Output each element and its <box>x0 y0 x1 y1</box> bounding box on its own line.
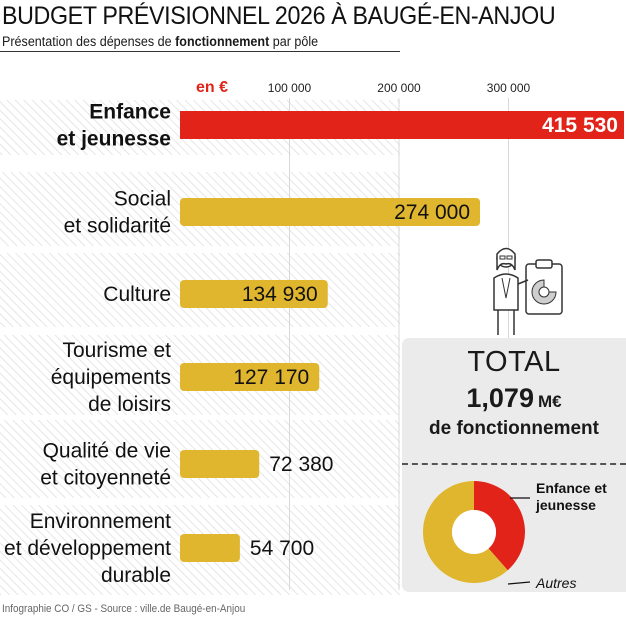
subtitle-text-bold: fonctionnement <box>175 34 270 49</box>
donut-hole <box>452 510 496 554</box>
bar-value-label: 72 380 <box>269 453 333 476</box>
bar-value-label: 54 700 <box>250 537 314 560</box>
legend-highlight-line1: Enfance et <box>536 480 607 496</box>
category-label: Tourisme et <box>62 339 171 362</box>
total-caption: de fonctionnement <box>429 418 599 439</box>
legend-other: Autres <box>535 575 576 591</box>
bar-value-label: 274 000 <box>394 201 470 224</box>
bar <box>180 198 481 226</box>
donut-slices <box>423 481 525 583</box>
bars <box>180 111 624 562</box>
total-value-line: 1,079 M€ <box>402 383 626 414</box>
total-unit: M€ <box>537 392 562 411</box>
category-label: et solidarité <box>64 215 171 238</box>
bar <box>180 280 328 308</box>
category-label: durable <box>101 564 171 587</box>
total-title: TOTAL <box>467 346 561 378</box>
labels: 415 530 Enfance et jeunesse 274 000 Social et… <box>4 101 618 588</box>
total-value: 1,079 <box>466 383 534 413</box>
dashed-divider <box>402 463 626 465</box>
bar <box>180 534 240 562</box>
chart-title: BUDGET PRÉVISIONNEL 2026 À BAUGÉ-EN-ANJO… <box>2 2 556 30</box>
x-tick-label: 200 000 <box>377 81 421 95</box>
bar-value-label: 134 930 <box>242 283 318 306</box>
person-clipboard-icon <box>493 247 563 335</box>
category-label: de loisirs <box>88 393 171 416</box>
x-tick-label: 300 000 <box>487 81 531 95</box>
bar-chart: 100 000 200 000 300 000 en € 415 530 Enfance… <box>0 79 624 595</box>
category-label: et citoyenneté <box>40 467 171 490</box>
legend-leader-other <box>507 581 531 585</box>
bar-value-label: 127 170 <box>233 366 309 389</box>
source-credit: Infographie CO / GS - Source : ville.de … <box>2 603 246 615</box>
category-label: Enfance <box>89 101 171 124</box>
subtitle-underline <box>0 51 400 52</box>
category-label: Social <box>114 188 171 211</box>
total-panel: TOTAL 1,079 M€ de fonctionnement Enfance … <box>402 338 626 592</box>
category-label: Qualité de vie <box>43 440 171 463</box>
category-label: Environnement <box>30 510 171 533</box>
x-tick-label: 100 000 <box>268 81 312 95</box>
donut-slice <box>474 481 525 571</box>
subtitle-text-post: par pôle <box>269 34 319 49</box>
bar-value-label: 415 530 <box>542 114 618 137</box>
category-label: et jeunesse <box>57 128 171 151</box>
category-label: équipements <box>51 366 171 389</box>
chart-subtitle: Présentation des dépenses de fonctionnem… <box>2 34 318 49</box>
axis-top: 100 000 200 000 300 000 en € <box>196 79 531 96</box>
subtitle-text-pre: Présentation des dépenses de <box>2 34 176 49</box>
donut-slice <box>423 481 508 583</box>
bar <box>180 363 320 391</box>
legend-highlight-line2: jeunesse <box>535 497 596 513</box>
category-label: et développement <box>4 537 171 560</box>
unit-label: en € <box>196 79 228 96</box>
category-label: Culture <box>103 283 171 306</box>
bar <box>180 450 260 478</box>
donut-chart: Enfance et jeunesse Autres <box>423 480 607 591</box>
bar <box>180 111 624 139</box>
